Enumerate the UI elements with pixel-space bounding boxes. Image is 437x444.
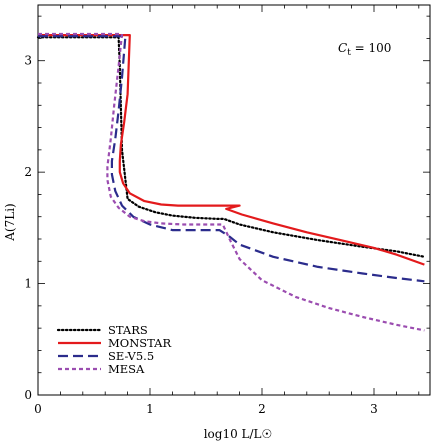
series-line-monstar [38, 33, 425, 266]
legend-label-monstar: MONSTAR [108, 336, 171, 350]
plot-area: 0 1 2 3 0 1 2 3 [24, 4, 431, 416]
legend-label-stars: STARS [108, 323, 148, 337]
legend-label-se-v5-5: SE-V5.5 [108, 349, 154, 363]
series-line-stars [36, 36, 426, 258]
annotation-ct: Ct = 100 [338, 41, 391, 58]
plot-frame [37, 4, 431, 396]
x-tick-label: 1 [146, 402, 154, 416]
x-axis-title: log10 L/L☉ [204, 427, 273, 441]
x-axis-title-text: log10 L/L☉ [204, 427, 273, 441]
x-tick-label: 2 [258, 402, 266, 416]
y-tick-label: 3 [24, 54, 32, 68]
y-axis-title: A(7Li) [3, 203, 17, 241]
series-line-mesa [38, 32, 425, 332]
ticks-layer: 0 1 2 3 0 1 2 3 [24, 5, 430, 416]
x-tick-label: 3 [370, 402, 378, 416]
y-tick-label: 2 [24, 165, 32, 179]
series-layer [36, 32, 426, 332]
y-tick-label: 1 [24, 277, 32, 291]
x-tick-label: 0 [34, 402, 42, 416]
y-axis-title-text: A(7Li) [3, 203, 17, 241]
legend-label-mesa: MESA [108, 362, 145, 376]
series-line-se-v5-5 [38, 35, 425, 283]
y-tick-label: 0 [24, 388, 32, 402]
